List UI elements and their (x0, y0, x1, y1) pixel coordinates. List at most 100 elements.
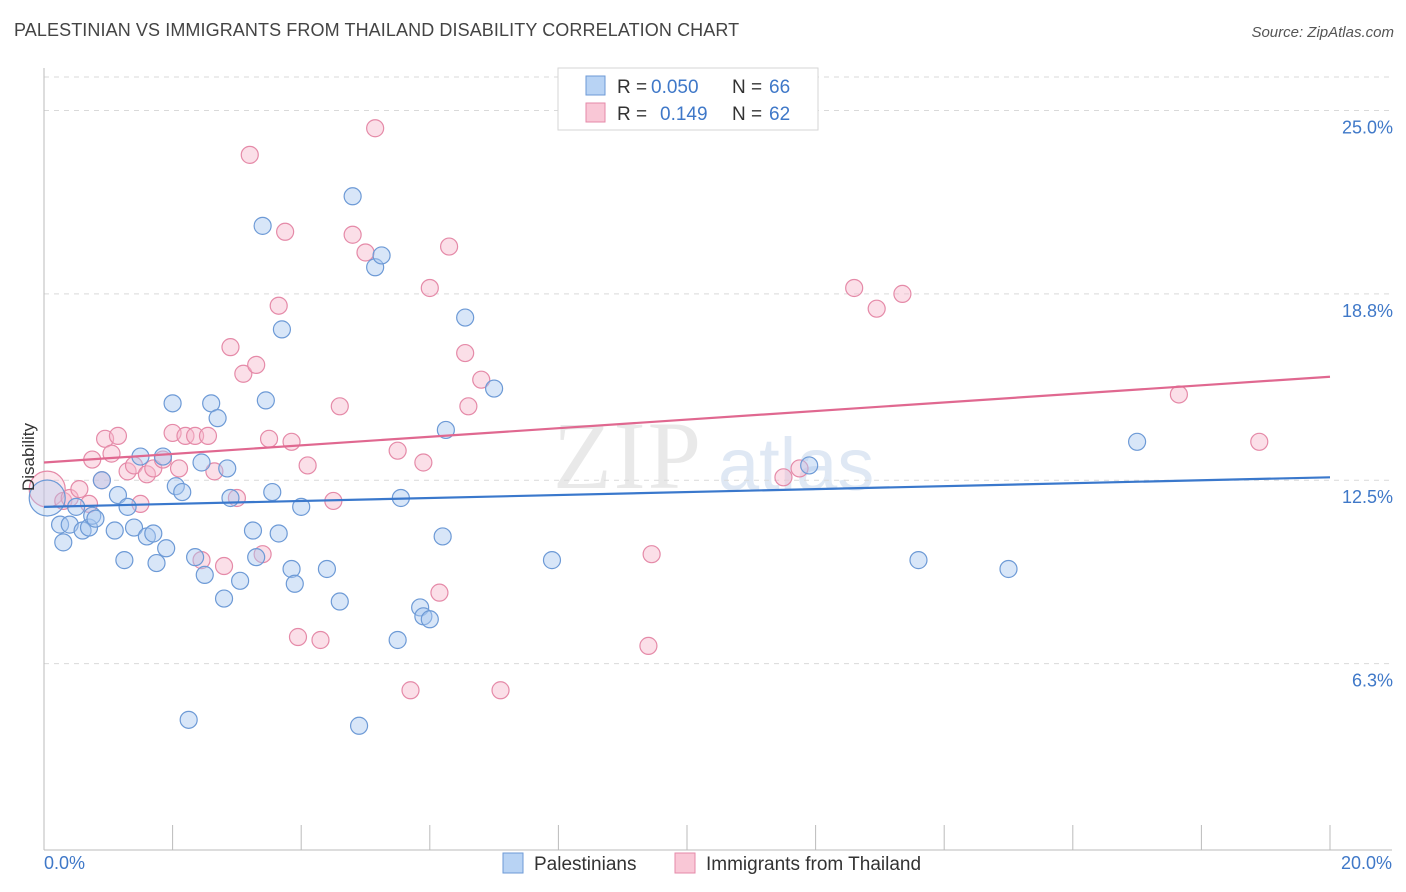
watermark-atlas: atlas (718, 423, 874, 506)
thailand-point (1250, 432, 1269, 451)
thailand-point (456, 343, 475, 363)
palestinian-point (485, 379, 504, 398)
thailand-point (459, 397, 478, 416)
palestinian-point (269, 524, 288, 543)
palestinian-point (92, 471, 111, 490)
palestinian-point (221, 488, 240, 508)
thailand-point (240, 145, 259, 164)
trend-lines (43, 375, 1331, 508)
palestinian-point (214, 589, 234, 608)
thailand-point (276, 222, 295, 241)
thailand-point (639, 636, 658, 655)
thailand-point (356, 243, 375, 262)
palestinian-trend-line (43, 476, 1331, 508)
bottom-legend-palestinians: Palestinians (534, 854, 636, 875)
palestinian-point (173, 482, 192, 502)
palestinian-point (208, 409, 227, 428)
source-label: Source: ZipAtlas.com (1251, 24, 1394, 41)
thailand-point (282, 432, 301, 451)
thailand-point (186, 426, 205, 445)
thailand-point (108, 426, 128, 445)
palestinian-point (231, 571, 250, 590)
y-axis-label: Disability (19, 422, 38, 491)
palestinian-point (108, 485, 128, 505)
palestinian-point (243, 521, 263, 540)
palestinian-point (372, 246, 391, 265)
thailand-trend-line (43, 375, 1331, 464)
y-tick-label: 12.5% (1342, 487, 1393, 507)
palestinian-point (83, 506, 102, 525)
chart-title: PALESTINIAN VS IMMIGRANTS FROM THAILAND … (14, 20, 740, 40)
palestinian-point (105, 521, 124, 540)
thailand-points (28, 119, 1269, 700)
thailand-point (642, 545, 661, 564)
x-tick-label-min: 0.0% (44, 853, 85, 873)
palestinian-point (86, 509, 105, 528)
palestinian-point (292, 497, 311, 516)
palestinian-point (909, 551, 928, 570)
palestinian-point (192, 453, 211, 472)
legend-n-label-2: N = (732, 104, 762, 125)
palestinian-point (186, 548, 205, 567)
legend-swatch-pink (585, 102, 606, 123)
thailand-point (893, 284, 912, 303)
series-legend: Palestinians Immigrants from Thailand (502, 852, 921, 875)
palestinian-point (1127, 432, 1147, 451)
palestinian-point (50, 515, 70, 534)
bottom-legend-swatch-blue (502, 852, 524, 874)
thailand-point (234, 364, 253, 383)
palestinian-point (343, 187, 362, 206)
thailand-point (330, 397, 349, 416)
palestinian-point (54, 533, 73, 552)
thailand-point (366, 119, 385, 138)
palestinian-point (153, 447, 173, 466)
palestinian-point (388, 630, 407, 650)
legend-n-value-1: 66 (769, 77, 790, 98)
palestinian-points (28, 187, 1147, 735)
palestinian-point (218, 459, 237, 478)
thailand-point (169, 459, 189, 478)
legend-r-label-2: R = (617, 104, 647, 125)
palestinian-point (317, 559, 337, 579)
legend-r-value-2: 0.149 (660, 104, 708, 125)
y-tick-label: 18.8% (1342, 301, 1393, 321)
thailand-point (401, 681, 420, 700)
palestinian-point (147, 553, 166, 573)
palestinian-point (157, 539, 176, 558)
legend-r-value-1: 0.050 (651, 77, 699, 98)
thailand-point (198, 426, 218, 445)
bottom-legend-swatch-pink (674, 852, 696, 874)
thailand-point (298, 456, 317, 475)
legend-n-label-1: N = (732, 77, 762, 98)
palestinian-point (144, 524, 163, 543)
palestinian-point (999, 559, 1018, 579)
y-tick-label: 25.0% (1342, 117, 1393, 137)
palestinian-point (256, 391, 275, 410)
palestinian-point (542, 551, 562, 570)
palestinian-point (247, 548, 266, 567)
thailand-point (491, 681, 510, 700)
thailand-point (214, 556, 234, 576)
legend-n-value-2: 62 (769, 104, 790, 125)
thailand-point (70, 480, 89, 499)
axes (43, 68, 1392, 851)
thailand-point (288, 627, 308, 647)
thailand-point (439, 237, 459, 256)
thailand-point (269, 296, 288, 315)
palestinian-point (282, 559, 301, 579)
thailand-point (1169, 385, 1188, 404)
legend-swatch-blue (585, 75, 606, 96)
thailand-point (420, 278, 439, 298)
thailand-point (259, 429, 279, 448)
palestinian-point (433, 527, 452, 546)
thailand-point (430, 583, 449, 602)
palestinian-point (800, 456, 819, 475)
palestinian-point (118, 497, 137, 516)
thailand-point (388, 441, 407, 460)
thailand-point (867, 299, 886, 318)
palestinian-point (115, 551, 134, 570)
palestinian-point (420, 610, 439, 629)
palestinian-point (263, 482, 282, 502)
palestinian-point (349, 716, 369, 735)
